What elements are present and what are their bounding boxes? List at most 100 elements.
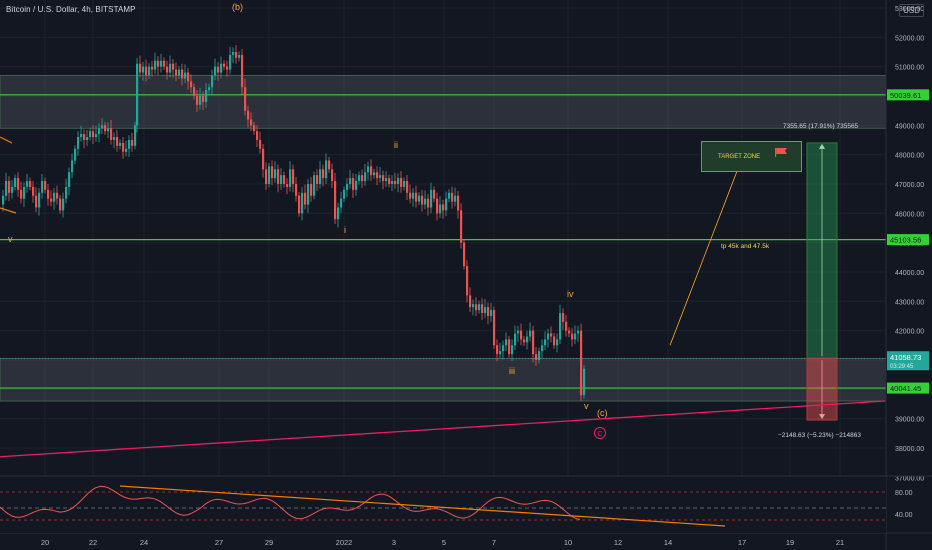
candle-body — [583, 368, 586, 396]
circled-c-label: C — [597, 431, 602, 438]
candle-body — [457, 195, 460, 211]
candle-body — [208, 87, 211, 91]
candle-body — [8, 181, 11, 193]
candle-body — [358, 175, 361, 182]
candle-body — [62, 198, 65, 211]
candle-body — [439, 204, 442, 214]
target-zone-label: TARGET ZONE — [718, 154, 761, 160]
candle-body — [241, 54, 244, 88]
candle-body — [313, 175, 316, 196]
oscillator-bg — [0, 477, 886, 533]
price-axis[interactable]: 53000.0052000.0051000.0050000.0049000.00… — [885, 0, 932, 550]
candle-body — [250, 119, 253, 126]
candle-body — [508, 339, 511, 355]
candle-body — [122, 142, 125, 152]
candle-body — [2, 195, 5, 205]
candle-body — [38, 192, 41, 208]
y-tick-label: 46000.00 — [895, 211, 924, 218]
candle-body — [391, 181, 394, 184]
x-tick-label: 21 — [836, 538, 844, 547]
wave-label: v — [8, 233, 13, 244]
candle-body — [247, 110, 250, 120]
x-tick-label: 20 — [41, 538, 49, 547]
y-tick-label: 44000.00 — [895, 270, 924, 277]
countdown-label: 03:29:45 — [890, 364, 914, 370]
candle-body — [511, 345, 514, 355]
candle-body — [373, 172, 376, 176]
candle-body — [484, 307, 487, 314]
candle-body — [86, 137, 89, 140]
candle-body — [460, 210, 463, 243]
candle-body — [74, 148, 77, 161]
candle-body — [568, 330, 571, 334]
candle-body — [517, 330, 520, 334]
candle-body — [244, 87, 247, 111]
time-axis[interactable]: 20 22 24 27 29 2022 3 5 7 10 12 14 17 19 21 — [0, 532, 932, 547]
zone-price-label: 45103.56 — [890, 236, 921, 245]
candle-body — [523, 339, 526, 343]
circled-c-marker — [594, 427, 606, 439]
candle-body — [238, 54, 241, 58]
candle-body — [415, 192, 418, 202]
candle-body — [89, 131, 92, 138]
candle-body — [346, 183, 349, 190]
candle-body — [202, 95, 205, 102]
candle-body — [325, 160, 328, 179]
x-tick-label: 29 — [265, 538, 273, 547]
zone-price-tag — [887, 382, 929, 394]
currency-badge[interactable]: USD — [899, 4, 924, 17]
candle-body — [5, 181, 8, 196]
candle-body — [445, 198, 448, 211]
zone-price-label: 50039.61 — [890, 91, 921, 100]
x-tick-label: 14 — [664, 538, 672, 547]
candle-body — [295, 183, 298, 196]
candle-body — [502, 345, 505, 352]
candle-body — [379, 175, 382, 179]
candle-body — [349, 178, 352, 184]
candle-body — [259, 139, 262, 149]
wave-label: iii — [509, 365, 515, 376]
candle-body — [547, 333, 550, 340]
trendline[interactable]: C — [0, 136, 886, 458]
zone-price-label: 40041.45 — [890, 384, 921, 393]
candle-body — [92, 131, 95, 138]
candle-body — [361, 175, 364, 182]
target-zone-box[interactable]: TARGET ZONE — [701, 141, 802, 172]
candle-body — [53, 192, 56, 202]
current-price-tag — [887, 351, 929, 371]
candle-body — [172, 63, 175, 70]
candle-body — [256, 131, 259, 140]
candle-body — [169, 63, 172, 73]
candle-body — [280, 175, 283, 184]
long-position-tool[interactable] — [806, 142, 838, 421]
candle-body — [26, 181, 29, 187]
candle-body — [232, 51, 235, 55]
candle-body — [56, 192, 59, 199]
candle-body — [319, 169, 322, 184]
y-tick-label: 49000.00 — [895, 123, 924, 130]
candle-body — [505, 339, 508, 346]
candle-body — [451, 192, 454, 202]
candle-body — [160, 60, 163, 67]
candle-body — [307, 183, 310, 205]
candle-body — [304, 192, 307, 205]
y-tick-label: 52000.00 — [895, 35, 924, 42]
candle-body — [496, 345, 499, 355]
candle-body — [175, 69, 178, 76]
candle-body — [394, 181, 397, 184]
candle-body — [289, 169, 292, 187]
y-tick-label: 48000.00 — [895, 153, 924, 160]
candle-body — [50, 198, 53, 202]
candle-body — [163, 60, 166, 67]
candle-body — [334, 181, 337, 220]
candle-body — [499, 351, 502, 355]
candle-body — [538, 351, 541, 360]
candle-body — [119, 142, 122, 146]
candle-body — [265, 169, 268, 184]
candle-body — [134, 125, 137, 146]
candle-body — [436, 198, 439, 214]
candle-body — [298, 195, 301, 214]
flag-icon — [775, 148, 787, 157]
candle-body — [421, 195, 424, 205]
